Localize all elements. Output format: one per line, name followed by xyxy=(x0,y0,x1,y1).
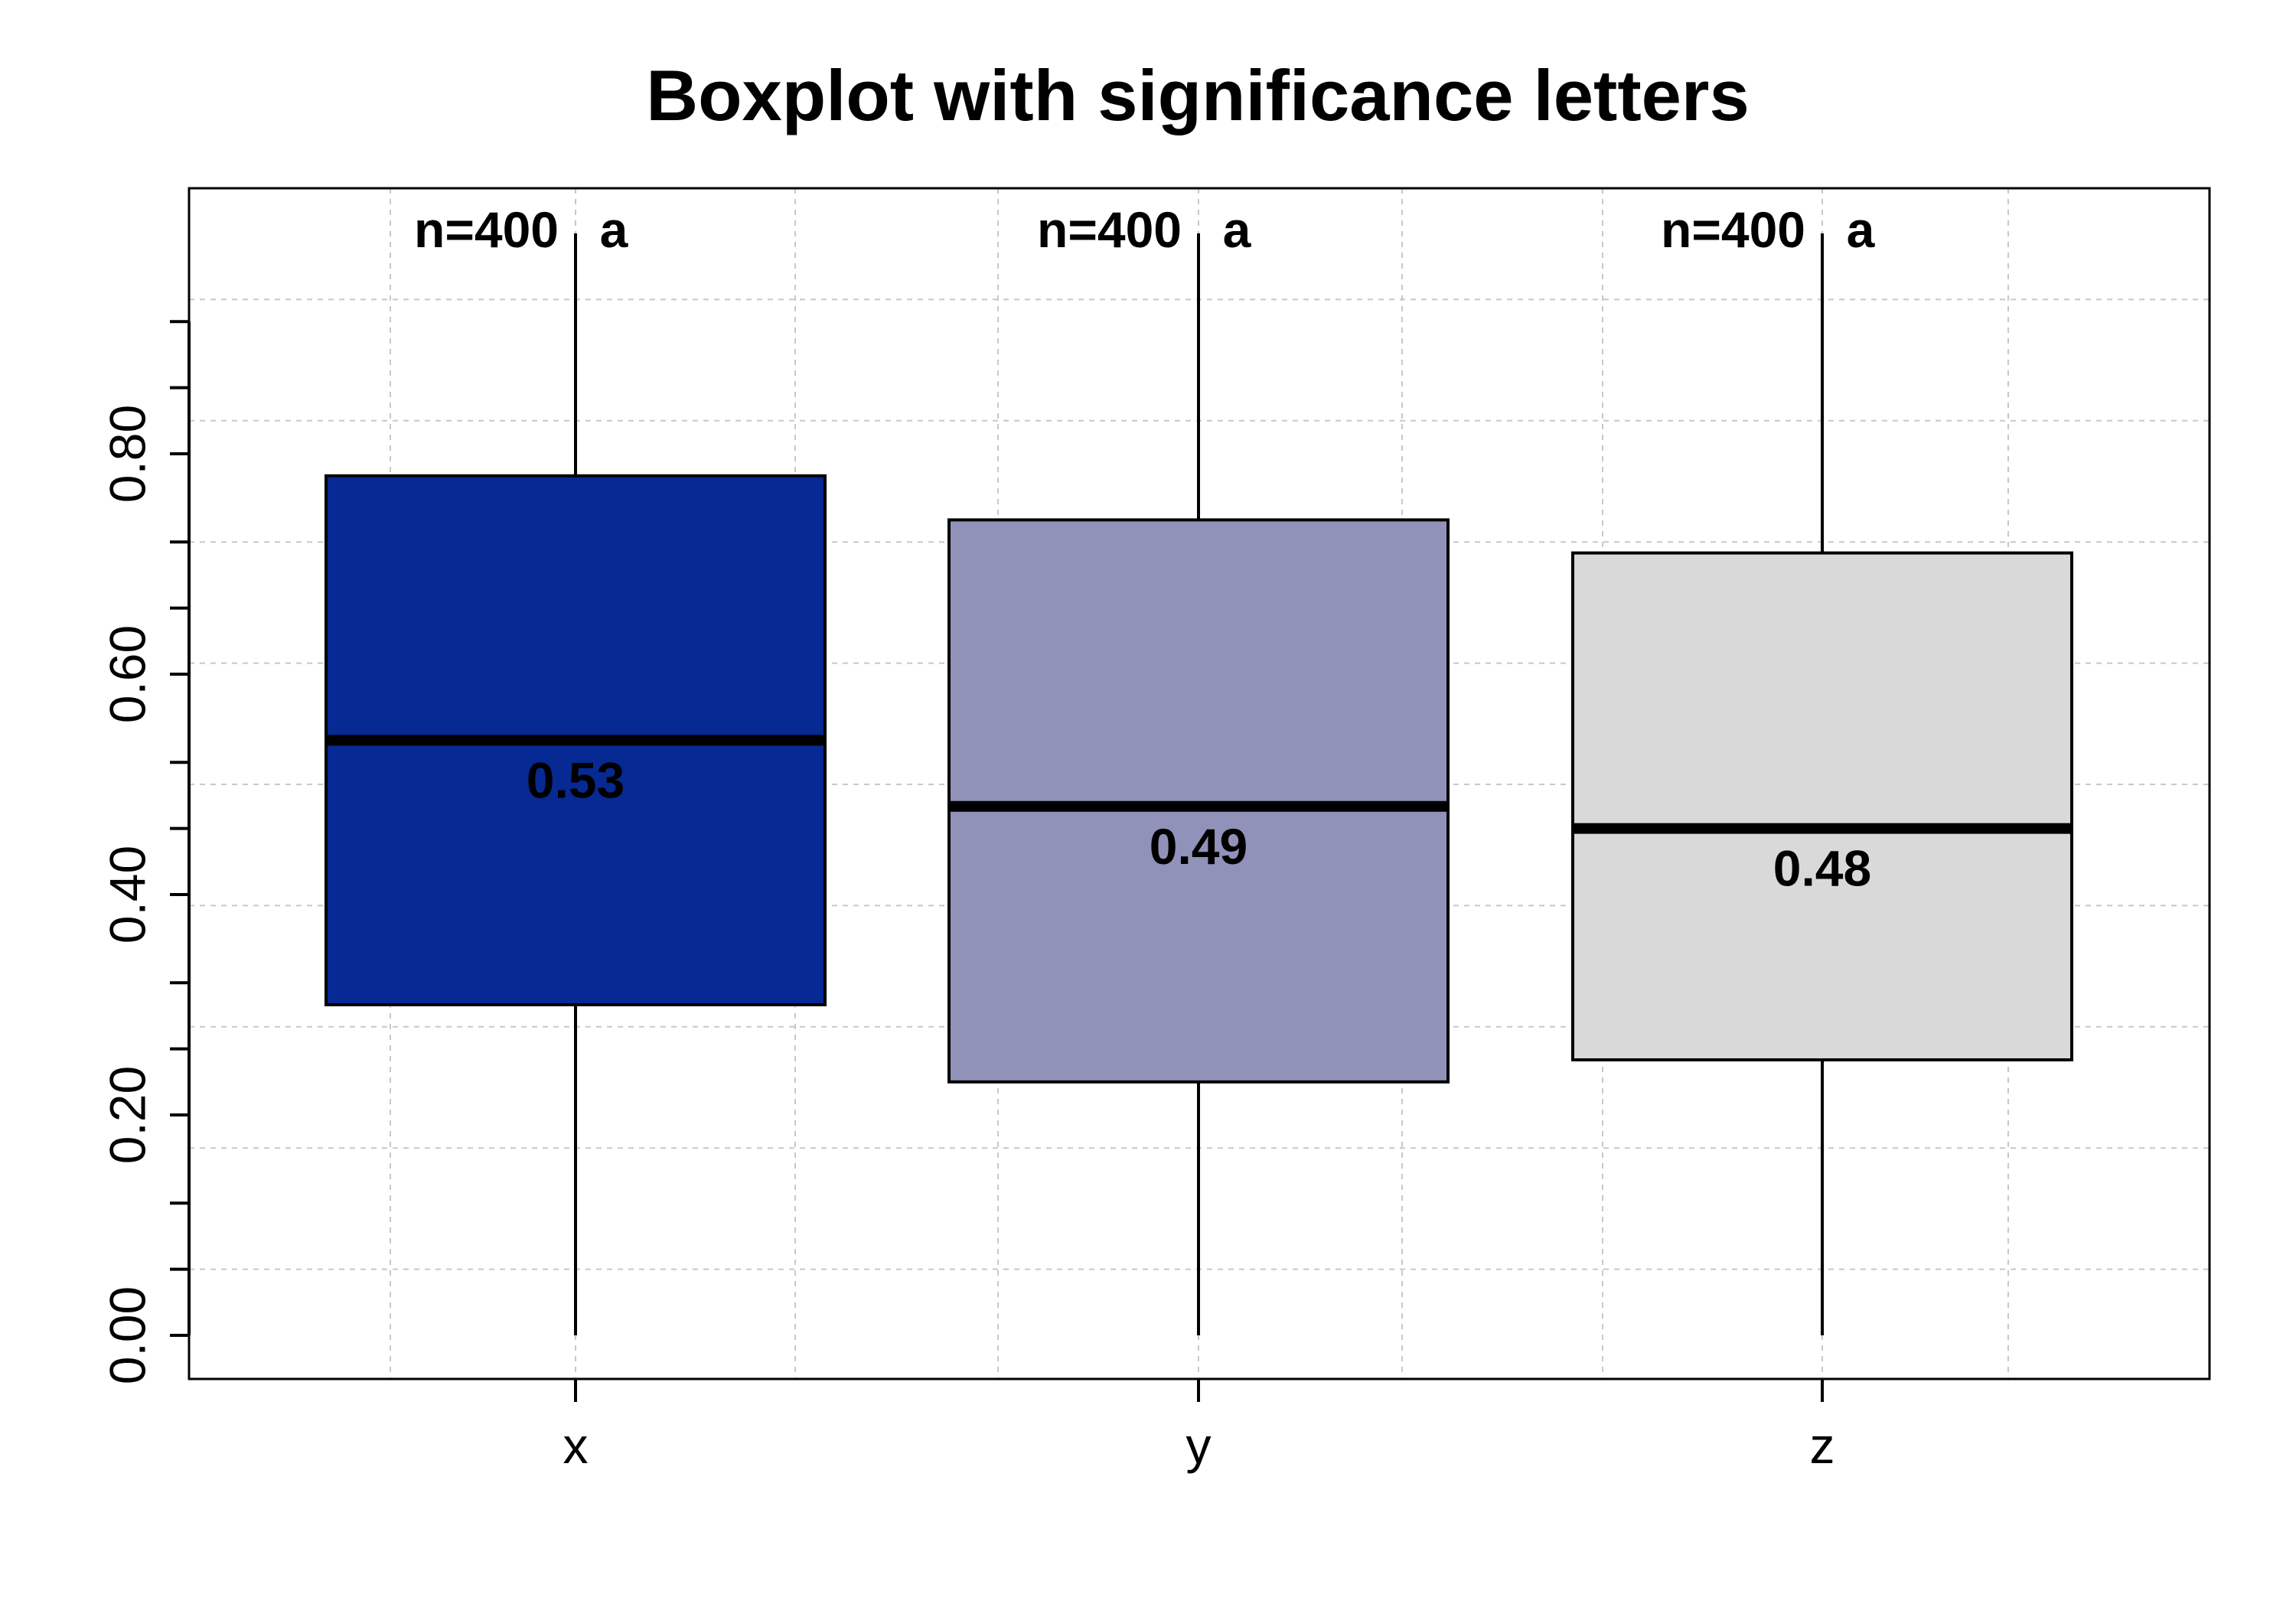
y-tick-label: 0.00 xyxy=(99,1286,155,1384)
box-z xyxy=(1571,551,2073,1061)
significance-letter: a xyxy=(1847,201,1876,258)
median-label: 0.53 xyxy=(527,751,625,808)
median-label: 0.49 xyxy=(1150,818,1247,875)
axes: 0.00 0.20 0.40 0.60 0.80 x y z xyxy=(99,320,1835,1474)
box-y xyxy=(947,518,1450,1084)
n-label: n=400 xyxy=(1037,201,1182,258)
y-tick-label: 0.20 xyxy=(99,1066,155,1164)
annotations: n=400 a 0.53 n=400 a 0.49 n=400 a 0.48 xyxy=(414,201,1876,897)
y-tick-label: 0.60 xyxy=(99,625,155,723)
n-label: n=400 xyxy=(1661,201,1805,258)
chart-title: Boxplot with significance letters xyxy=(646,55,1750,135)
significance-letter: a xyxy=(600,201,629,258)
boxes xyxy=(325,233,2073,1335)
y-tick-label: 0.40 xyxy=(99,846,155,944)
x-tick-label: y xyxy=(1186,1417,1212,1474)
significance-letter: a xyxy=(1223,201,1252,258)
median-label: 0.48 xyxy=(1773,840,1871,897)
x-tick-label: x xyxy=(563,1417,589,1474)
n-label: n=400 xyxy=(414,201,559,258)
x-tick-label: z xyxy=(1810,1417,1835,1474)
y-tick-label: 0.80 xyxy=(99,405,155,503)
